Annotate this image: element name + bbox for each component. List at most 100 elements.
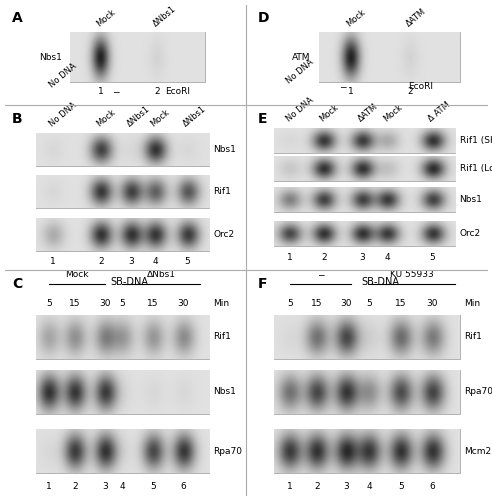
Text: D: D xyxy=(258,11,270,25)
Text: 2: 2 xyxy=(154,86,160,96)
Text: 2: 2 xyxy=(72,482,78,491)
Text: −: − xyxy=(339,82,347,92)
Bar xyxy=(36,218,209,251)
Text: KU 55933: KU 55933 xyxy=(390,270,434,280)
Text: Mock: Mock xyxy=(95,8,118,29)
Text: ΔNbs1: ΔNbs1 xyxy=(182,104,208,128)
Text: ΔNbs1: ΔNbs1 xyxy=(147,270,176,280)
Text: Rif1: Rif1 xyxy=(214,187,231,196)
Text: Mock: Mock xyxy=(95,108,118,128)
Text: 1: 1 xyxy=(98,86,104,96)
Bar xyxy=(274,370,460,414)
Text: Nbs1: Nbs1 xyxy=(39,52,62,62)
Text: 4: 4 xyxy=(120,482,125,491)
Text: Nbs1: Nbs1 xyxy=(214,387,236,396)
Text: E: E xyxy=(258,112,268,126)
Bar xyxy=(36,175,209,208)
Text: ΔATM: ΔATM xyxy=(356,102,380,124)
Text: ATM: ATM xyxy=(292,52,310,62)
Bar xyxy=(36,133,209,166)
Text: 5: 5 xyxy=(366,299,372,308)
Text: 30: 30 xyxy=(340,299,352,308)
Text: Orc2: Orc2 xyxy=(460,230,481,238)
Bar xyxy=(274,156,455,182)
Text: 1: 1 xyxy=(46,482,52,491)
Text: Mock: Mock xyxy=(149,108,172,128)
Text: Rif1: Rif1 xyxy=(214,332,231,341)
Text: A: A xyxy=(12,11,23,25)
Text: Nbs1: Nbs1 xyxy=(214,145,236,154)
Text: 5: 5 xyxy=(120,299,125,308)
Text: Δ ATM: Δ ATM xyxy=(427,100,452,124)
Text: B: B xyxy=(12,112,23,126)
Text: 5: 5 xyxy=(46,299,52,308)
Text: 3: 3 xyxy=(128,257,134,266)
Text: Rif1: Rif1 xyxy=(464,332,482,341)
Text: 6: 6 xyxy=(430,482,435,491)
Text: 15: 15 xyxy=(311,299,323,308)
Bar xyxy=(36,370,209,414)
Text: No DNA: No DNA xyxy=(284,58,315,85)
Text: Min: Min xyxy=(464,299,480,308)
Text: 3: 3 xyxy=(102,482,108,491)
Text: 5: 5 xyxy=(398,482,403,491)
Text: ΔATM: ΔATM xyxy=(404,7,428,29)
Text: Rpa70: Rpa70 xyxy=(214,446,243,456)
Text: 30: 30 xyxy=(427,299,438,308)
Text: Rif1 (Long): Rif1 (Long) xyxy=(460,164,492,173)
Text: 15: 15 xyxy=(395,299,406,308)
Bar xyxy=(36,314,209,358)
Text: Orc2: Orc2 xyxy=(214,230,235,239)
Text: 4: 4 xyxy=(366,482,372,491)
Bar xyxy=(319,32,460,82)
Text: 5: 5 xyxy=(287,299,293,308)
Text: 4: 4 xyxy=(152,257,158,266)
Text: 3: 3 xyxy=(343,482,349,491)
Text: 2: 2 xyxy=(314,482,320,491)
Text: 1: 1 xyxy=(50,257,56,266)
Text: EcoRI: EcoRI xyxy=(165,87,190,96)
Text: 1: 1 xyxy=(348,86,354,96)
Bar xyxy=(274,429,460,473)
Text: 5: 5 xyxy=(184,257,190,266)
Text: Nbs1: Nbs1 xyxy=(460,196,482,204)
Text: SB-DNA: SB-DNA xyxy=(110,277,148,287)
Bar xyxy=(70,32,205,82)
Text: Mcm2: Mcm2 xyxy=(464,446,491,456)
Text: 30: 30 xyxy=(177,299,189,308)
Bar xyxy=(274,128,455,154)
Text: 6: 6 xyxy=(180,482,186,491)
Text: 2: 2 xyxy=(407,86,413,96)
Text: 1: 1 xyxy=(287,252,293,262)
Text: 5: 5 xyxy=(430,252,435,262)
Text: 2: 2 xyxy=(98,257,104,266)
Text: 1: 1 xyxy=(287,482,293,491)
Text: ΔNbs1: ΔNbs1 xyxy=(151,4,178,29)
Text: No DNA: No DNA xyxy=(47,100,78,128)
Text: 5: 5 xyxy=(150,482,155,491)
Text: EcoRI: EcoRI xyxy=(408,82,433,92)
Text: 15: 15 xyxy=(147,299,158,308)
Text: Rpa70: Rpa70 xyxy=(464,387,492,396)
Text: Mock: Mock xyxy=(318,103,340,124)
Bar xyxy=(274,188,455,212)
Text: 30: 30 xyxy=(99,299,111,308)
Text: ΔNbs1: ΔNbs1 xyxy=(125,104,152,128)
Bar xyxy=(274,314,460,358)
Text: Mock: Mock xyxy=(65,270,89,280)
Text: C: C xyxy=(12,277,22,291)
Text: −: − xyxy=(112,87,120,96)
Text: Min: Min xyxy=(214,299,229,308)
Text: No DNA: No DNA xyxy=(47,62,78,90)
Text: SB-DNA: SB-DNA xyxy=(361,277,400,287)
Text: 15: 15 xyxy=(69,299,81,308)
Text: 3: 3 xyxy=(359,252,365,262)
Text: 2: 2 xyxy=(321,252,327,262)
Bar xyxy=(36,429,209,473)
Text: Rif1 (Short): Rif1 (Short) xyxy=(460,136,492,145)
Text: 4: 4 xyxy=(384,252,390,262)
Text: No DNA: No DNA xyxy=(284,96,315,124)
Text: Mock: Mock xyxy=(345,8,368,29)
Text: Mock: Mock xyxy=(381,103,404,124)
Bar xyxy=(274,222,455,246)
